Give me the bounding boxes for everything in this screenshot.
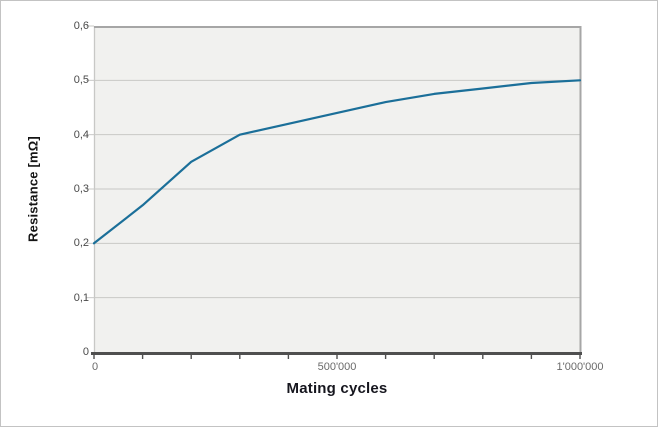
x-tick-label: 1'000'000 bbox=[556, 361, 604, 373]
x-tick-label: 500'000 bbox=[317, 361, 357, 373]
y-axis-title: Resistance [mΩ] bbox=[25, 136, 41, 242]
x-tick-label: 0 bbox=[91, 361, 99, 373]
y-tick-label: 0,4 bbox=[73, 129, 89, 141]
y-tick-label: 0,1 bbox=[73, 292, 89, 304]
y-tick-label: 0 bbox=[82, 346, 89, 358]
y-tick-label: 0,2 bbox=[73, 237, 89, 249]
y-tick-label: 0,3 bbox=[73, 183, 89, 195]
x-axis-title: Mating cycles bbox=[286, 380, 388, 397]
y-tick-label: 0,6 bbox=[73, 20, 89, 32]
y-tick-label: 0,5 bbox=[73, 74, 89, 86]
